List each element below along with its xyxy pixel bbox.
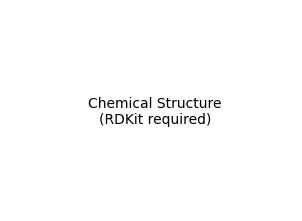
- Text: Chemical Structure
(RDKit required): Chemical Structure (RDKit required): [88, 97, 222, 127]
